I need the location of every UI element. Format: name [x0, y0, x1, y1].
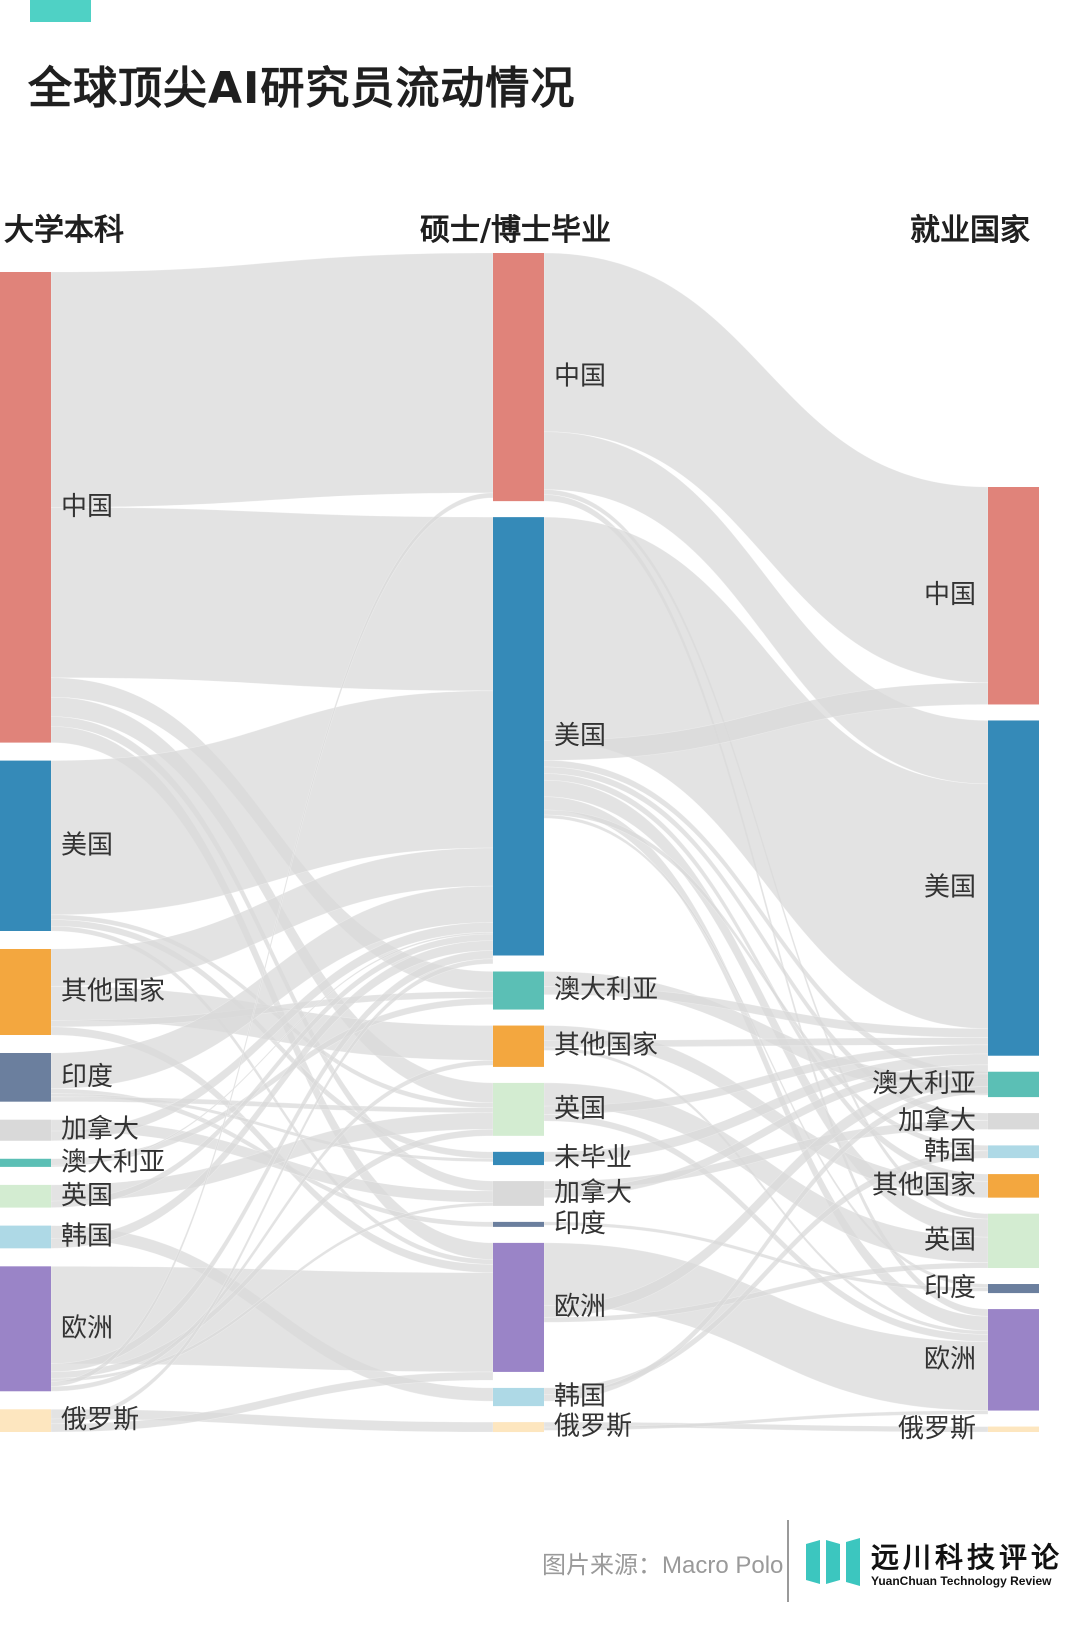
sankey-node-g_us: [493, 517, 544, 956]
sankey-label-u_cn: 中国: [61, 492, 113, 522]
sankey-label-j_ru: 俄罗斯: [898, 1414, 976, 1444]
sankey-node-j_uk: [988, 1213, 1039, 1269]
sankey-label-j_us: 美国: [924, 873, 976, 903]
sankey-links: [50, 252, 989, 1433]
sankey-label-u_kr: 韩国: [61, 1221, 113, 1251]
sankey-node-j_eu: [988, 1309, 1039, 1411]
sankey-node-u_au: [0, 1158, 51, 1167]
chart-title: 全球顶尖AI研究员流动情况: [28, 63, 576, 114]
column-header-undergrad: 大学本科: [4, 213, 124, 248]
sankey-label-j_kr: 韩国: [924, 1136, 976, 1166]
sankey-link-u_ru-g_us: [50, 958, 494, 1425]
sankey-node-g_cn: [493, 253, 544, 502]
sankey-label-g_au: 澳大利亚: [554, 975, 658, 1005]
sankey-node-g_ru: [493, 1422, 544, 1433]
sankey-node-u_cn: [0, 272, 51, 743]
sankey-node-g_au: [493, 971, 544, 1010]
sankey-label-j_uk: 英国: [924, 1225, 976, 1255]
sankey-node-u_eu: [0, 1266, 51, 1392]
sankey-node-j_kr: [988, 1145, 1039, 1159]
sankey-node-j_in: [988, 1284, 1039, 1294]
sankey-label-g_cn: 中国: [554, 362, 606, 392]
sankey-node-u_kr: [0, 1225, 51, 1249]
column-header-graduate: 硕士/博士毕业: [420, 213, 611, 248]
sankey-link-u_cn-g_cn: [50, 252, 494, 508]
sankey-node-u_ru: [0, 1409, 51, 1432]
brand-name: 远川科技评论: [871, 1541, 1064, 1574]
sankey-label-g_none: 未毕业: [554, 1143, 632, 1173]
sankey-label-g_other: 其他国家: [554, 1031, 658, 1061]
sankey-link-u_ru-g_eu: [50, 1371, 494, 1433]
sankey-label-u_ca: 加拿大: [61, 1115, 139, 1145]
sankey-link-u_eu-g_us: [50, 950, 494, 1373]
sankey-label-j_ca: 加拿大: [898, 1106, 976, 1136]
sankey-node-j_ca: [988, 1113, 1039, 1130]
sankey-node-u_ca: [0, 1119, 51, 1141]
sankey-label-u_eu: 欧洲: [61, 1313, 113, 1343]
sankey-label-j_eu: 欧洲: [924, 1344, 976, 1374]
brand-logo-icon: [806, 1538, 860, 1586]
sankey-link-g_us-j_us: [543, 516, 989, 1029]
sankey-node-u_us: [0, 760, 51, 931]
sankey-label-j_in: 印度: [924, 1273, 976, 1303]
sankey-node-j_us: [988, 720, 1039, 1056]
sankey-link-u_cn-g_us: [50, 507, 494, 692]
sankey-label-g_in: 印度: [554, 1209, 606, 1239]
sankey-label-g_uk: 英国: [554, 1094, 606, 1124]
sankey-label-j_au: 澳大利亚: [872, 1069, 976, 1099]
sankey-nodes: [0, 253, 1039, 1433]
sankey-label-g_us: 美国: [554, 721, 606, 751]
sankey-node-j_other: [988, 1174, 1039, 1198]
sankey-node-j_au: [988, 1071, 1039, 1098]
column-header-employment: 就业国家: [910, 213, 1030, 248]
sankey-label-g_ca: 加拿大: [554, 1178, 632, 1208]
sankey-label-j_other: 其他国家: [872, 1170, 976, 1200]
sankey-node-j_cn: [988, 487, 1039, 705]
sankey-node-g_kr: [493, 1387, 544, 1407]
sankey-label-u_us: 美国: [61, 830, 113, 860]
sankey-label-g_kr: 韩国: [554, 1382, 606, 1412]
footer-divider: [787, 1520, 789, 1602]
sankey-label-g_eu: 欧洲: [554, 1292, 606, 1322]
sankey-node-u_other: [0, 948, 51, 1035]
sankey-node-u_uk: [0, 1184, 51, 1208]
sankey-link-g_ru-j_eu: [543, 1410, 989, 1431]
source-credit: 图片来源：Macro Polo: [542, 1552, 784, 1579]
sankey-node-g_in: [493, 1221, 544, 1227]
sankey-link-u_eu-g_ca: [50, 1202, 494, 1382]
brand-subtitle: YuanChuan Technology Review: [871, 1574, 1052, 1588]
sankey-label-g_ru: 俄罗斯: [554, 1412, 632, 1442]
sankey-labels: 中国美国其他国家印度加拿大澳大利亚英国韩国欧洲俄罗斯中国美国澳大利亚其他国家英国…: [61, 362, 976, 1444]
sankey-label-u_au: 澳大利亚: [61, 1147, 165, 1177]
sankey-label-j_cn: 中国: [924, 580, 976, 610]
accent-bar: [30, 0, 91, 22]
sankey-label-u_in: 印度: [61, 1062, 113, 1092]
sankey-node-g_uk: [493, 1082, 544, 1136]
sankey-node-u_in: [0, 1052, 51, 1102]
sankey-label-u_ru: 俄罗斯: [61, 1405, 139, 1435]
sankey-node-g_other: [493, 1025, 544, 1067]
sankey-label-u_uk: 英国: [61, 1181, 113, 1211]
sankey-node-g_eu: [493, 1242, 544, 1372]
sankey-node-g_none: [493, 1151, 544, 1166]
sankey-node-g_ca: [493, 1181, 544, 1206]
sankey-link-u_eu-g_uk: [50, 1128, 494, 1379]
sankey-node-j_ru: [988, 1426, 1039, 1432]
sankey-link-g_eu-j_uk: [543, 1262, 989, 1323]
sankey-label-u_other: 其他国家: [61, 976, 165, 1006]
